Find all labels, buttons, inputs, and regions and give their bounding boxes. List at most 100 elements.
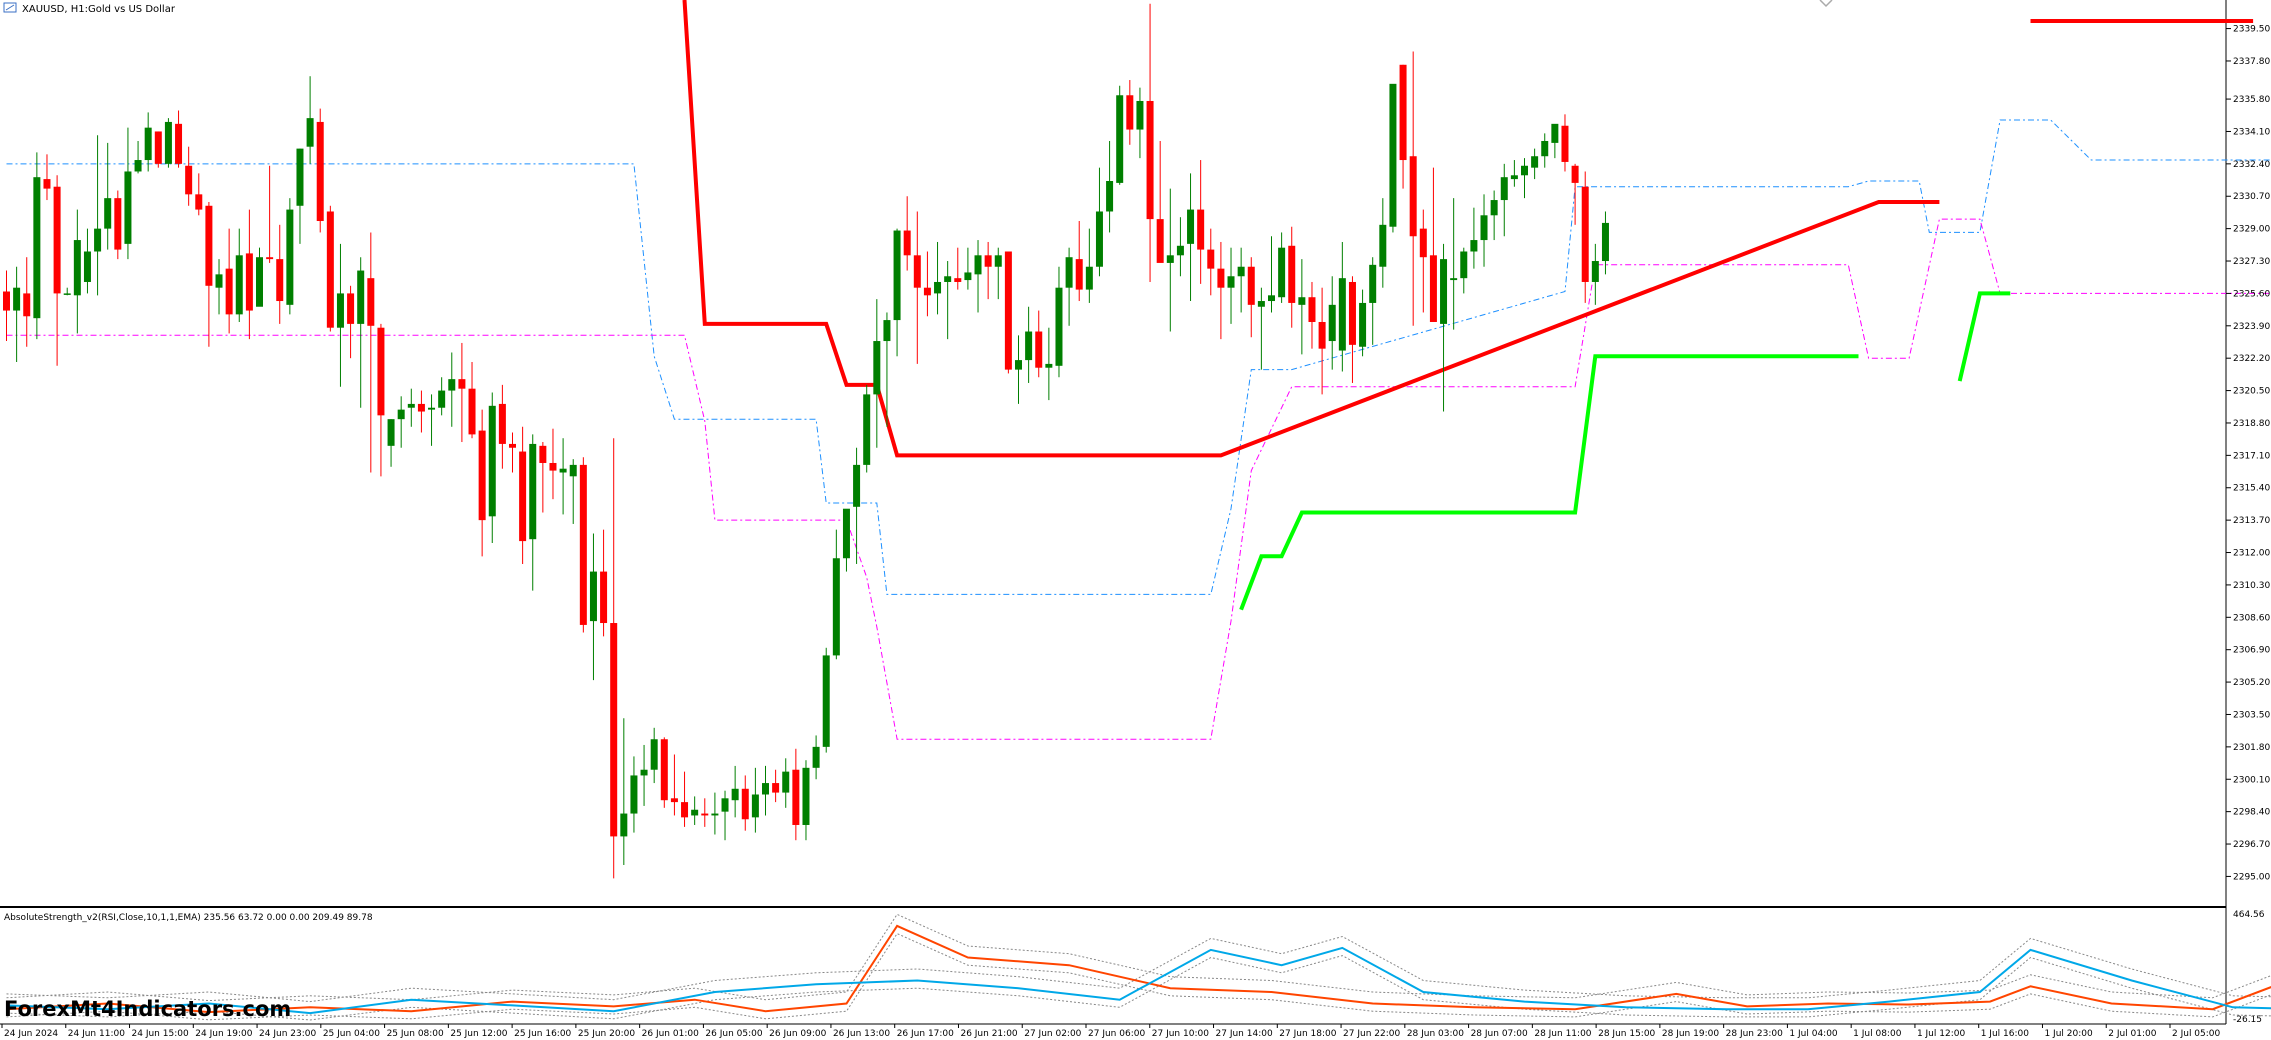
candle[interactable] xyxy=(266,165,274,263)
candle[interactable] xyxy=(1268,236,1275,313)
candle[interactable] xyxy=(802,760,810,841)
candle[interactable] xyxy=(175,110,183,168)
candle[interactable] xyxy=(124,127,132,260)
candle[interactable] xyxy=(1389,83,1397,233)
candle[interactable] xyxy=(903,196,911,271)
chevron-down-icon[interactable] xyxy=(1819,0,1833,8)
candle[interactable] xyxy=(711,792,719,835)
candle[interactable] xyxy=(772,769,780,803)
candle[interactable] xyxy=(1500,163,1508,237)
candle[interactable] xyxy=(245,209,253,340)
candle[interactable] xyxy=(1521,158,1528,199)
candle[interactable] xyxy=(3,270,10,342)
candle[interactable] xyxy=(94,135,102,296)
candle[interactable] xyxy=(458,342,466,443)
candle[interactable] xyxy=(853,447,861,564)
candle[interactable] xyxy=(812,735,820,780)
candle[interactable] xyxy=(468,362,476,439)
candle[interactable] xyxy=(357,257,365,408)
candle[interactable] xyxy=(1207,228,1215,296)
candle[interactable] xyxy=(164,118,172,168)
candle[interactable] xyxy=(883,312,891,427)
candle[interactable] xyxy=(53,175,61,366)
candle[interactable] xyxy=(1399,64,1407,189)
candle[interactable] xyxy=(336,243,344,387)
candle[interactable] xyxy=(13,266,21,362)
candle[interactable] xyxy=(1015,335,1022,404)
candle[interactable] xyxy=(1085,228,1093,303)
candle[interactable] xyxy=(195,173,203,216)
candle[interactable] xyxy=(407,388,415,427)
candle[interactable] xyxy=(83,228,91,294)
candle[interactable] xyxy=(1025,306,1033,383)
candle[interactable] xyxy=(529,434,537,591)
candle[interactable] xyxy=(1217,241,1225,340)
candle[interactable] xyxy=(1045,327,1053,401)
candle[interactable] xyxy=(1409,51,1417,326)
candle[interactable] xyxy=(1197,160,1205,284)
candle[interactable] xyxy=(1187,173,1195,302)
candle[interactable] xyxy=(762,765,769,816)
candle[interactable] xyxy=(741,775,749,831)
candle[interactable] xyxy=(579,457,587,633)
indicator-panel[interactable]: AbsoluteStrength_v2(RSI,Close,10,1,1,EMA… xyxy=(0,910,2271,1025)
candle[interactable] xyxy=(1298,259,1306,355)
candle[interactable] xyxy=(1146,3,1154,282)
candle[interactable] xyxy=(1065,247,1073,326)
candle[interactable] xyxy=(316,108,324,233)
candle[interactable] xyxy=(256,247,263,307)
candle[interactable] xyxy=(1095,167,1103,277)
candle[interactable] xyxy=(610,438,618,879)
candle[interactable] xyxy=(954,247,962,290)
candle[interactable] xyxy=(144,112,152,172)
candle[interactable] xyxy=(1318,287,1326,395)
candle[interactable] xyxy=(842,508,850,572)
candle[interactable] xyxy=(1116,85,1124,185)
candle[interactable] xyxy=(509,432,516,473)
candle[interactable] xyxy=(498,384,506,469)
candle[interactable] xyxy=(1055,266,1063,378)
candle[interactable] xyxy=(296,148,304,244)
candle[interactable] xyxy=(681,771,689,827)
candle[interactable] xyxy=(994,247,1002,300)
candle[interactable] xyxy=(1338,241,1346,372)
candle[interactable] xyxy=(397,396,405,448)
candle[interactable] xyxy=(104,142,112,250)
candle[interactable] xyxy=(205,201,213,347)
candle[interactable] xyxy=(1581,171,1589,303)
candle[interactable] xyxy=(1004,251,1012,374)
candle[interactable] xyxy=(1450,198,1458,330)
candle[interactable] xyxy=(377,323,385,477)
candle[interactable] xyxy=(1531,148,1539,180)
candle[interactable] xyxy=(1035,310,1043,378)
candle[interactable] xyxy=(63,287,71,296)
candle[interactable] xyxy=(974,240,982,313)
candle[interactable] xyxy=(306,76,314,164)
candle[interactable] xyxy=(1166,188,1174,332)
candle[interactable] xyxy=(660,737,668,808)
candle[interactable] xyxy=(1591,243,1599,305)
candle[interactable] xyxy=(934,241,942,315)
candle[interactable] xyxy=(43,154,51,201)
candle[interactable] xyxy=(1075,221,1083,302)
candle[interactable] xyxy=(326,205,334,332)
candle[interactable] xyxy=(488,392,496,543)
candle[interactable] xyxy=(73,209,81,334)
candle[interactable] xyxy=(1359,289,1367,357)
candle[interactable] xyxy=(23,257,31,347)
candle[interactable] xyxy=(893,228,901,357)
candle[interactable] xyxy=(549,428,557,500)
candle[interactable] xyxy=(873,299,881,448)
candle[interactable] xyxy=(1561,114,1569,172)
candle[interactable] xyxy=(1247,257,1255,338)
candle[interactable] xyxy=(215,259,223,315)
candle[interactable] xyxy=(1308,281,1316,349)
candle[interactable] xyxy=(154,131,162,168)
candle[interactable] xyxy=(347,285,355,359)
candle[interactable] xyxy=(1348,276,1356,383)
candle[interactable] xyxy=(792,748,800,841)
candle[interactable] xyxy=(913,211,921,364)
candle[interactable] xyxy=(559,438,567,515)
candle[interactable] xyxy=(428,394,436,446)
